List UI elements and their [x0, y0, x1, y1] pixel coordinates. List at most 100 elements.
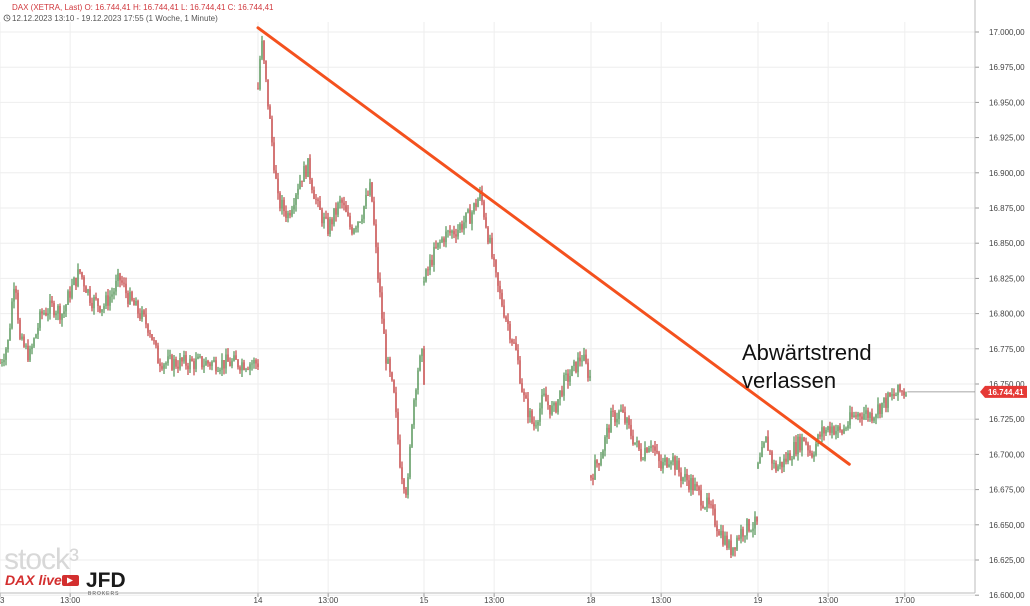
candle-body [61, 313, 63, 320]
candle-body [642, 459, 644, 461]
candle-body [251, 363, 253, 365]
candle-body [175, 359, 177, 367]
candle-body [616, 418, 618, 423]
y-tick-label: 16.875,00 [989, 204, 1025, 213]
candle-body [809, 450, 811, 453]
candle-body [399, 439, 401, 468]
candle-body [431, 259, 433, 265]
candle-body [654, 446, 656, 451]
candle-body [650, 446, 652, 449]
candle-body [525, 395, 527, 399]
candle-body [722, 530, 724, 545]
candle-body [297, 188, 299, 195]
candle-body [680, 472, 682, 481]
candle-body [223, 359, 225, 369]
x-tick-label: 13:00 [484, 596, 505, 605]
candle-body [369, 182, 371, 196]
candle-body [441, 238, 443, 242]
candle-body [449, 230, 451, 233]
candle-body [610, 411, 612, 433]
candle-body [247, 368, 249, 370]
candle-body [131, 291, 133, 301]
y-tick-label: 16.850,00 [989, 239, 1025, 248]
candle-body [291, 209, 293, 216]
candle-body [545, 393, 547, 402]
candle-body [293, 204, 295, 210]
candle-body [547, 401, 549, 406]
candle-body [37, 327, 39, 335]
candle-body [421, 348, 423, 357]
candle-body [375, 224, 377, 248]
candle-body [897, 384, 899, 396]
candle-body [71, 284, 73, 298]
candle-body [397, 412, 399, 440]
candle-body [487, 227, 489, 243]
candle-body [533, 422, 535, 427]
candle-body [885, 397, 887, 408]
candle-body [646, 448, 648, 453]
y-tick-label: 16.600,00 [989, 591, 1025, 600]
candle-body [121, 280, 123, 283]
candle-body [765, 436, 767, 443]
candle-body [670, 461, 672, 465]
candle-body [209, 363, 211, 367]
candle-body [477, 199, 479, 207]
candle-body [461, 224, 463, 230]
candle-body [608, 427, 610, 433]
candle-body [379, 278, 381, 293]
candle-body [445, 231, 447, 243]
candle-body [243, 362, 245, 370]
candle-body [299, 180, 301, 189]
candle-body [702, 505, 704, 508]
candle-body [17, 292, 19, 320]
candle-body [189, 358, 191, 370]
candle-body [163, 364, 165, 369]
candle-body [143, 310, 145, 315]
candle-body [443, 238, 445, 243]
candle-body [125, 283, 127, 294]
candle-body [871, 413, 873, 421]
candle-body [59, 306, 61, 320]
candle-body [831, 426, 833, 433]
candle-body [95, 297, 97, 299]
candle-body [791, 458, 793, 461]
candle-body [419, 356, 421, 371]
candle-body [205, 360, 207, 366]
candle-body [475, 203, 477, 207]
candle-body [173, 359, 175, 370]
candle-body [797, 436, 799, 454]
candle-body [636, 440, 638, 443]
candle-body [714, 508, 716, 526]
candle-body [195, 358, 197, 369]
candle-body [343, 202, 345, 206]
candle-body [305, 165, 307, 177]
candle-body [618, 411, 620, 419]
candle-body [652, 446, 654, 448]
candle-body [592, 477, 594, 480]
candle-body [837, 426, 839, 432]
candle-body [845, 428, 847, 430]
candle-body [577, 357, 579, 373]
candle-body [275, 170, 277, 179]
candle-body [674, 456, 676, 470]
candle-body [57, 306, 59, 314]
candle-body [321, 209, 323, 224]
candle-body [628, 418, 630, 425]
candle-body [167, 356, 169, 364]
candle-body [117, 273, 119, 282]
candle-body [839, 426, 841, 431]
candle-body [221, 359, 223, 370]
candle-body [283, 199, 285, 212]
candle-body [684, 473, 686, 478]
candle-body [841, 430, 843, 434]
candle-body [563, 375, 565, 396]
candle-body [99, 305, 101, 312]
dax-live-logo: DAX live [5, 572, 62, 588]
candle-body [767, 436, 769, 451]
candle-body [630, 424, 632, 436]
candle-body [119, 273, 121, 281]
candle-body [585, 354, 587, 363]
candle-body [127, 293, 129, 304]
candle-body [517, 350, 519, 361]
candle-body [183, 355, 185, 362]
